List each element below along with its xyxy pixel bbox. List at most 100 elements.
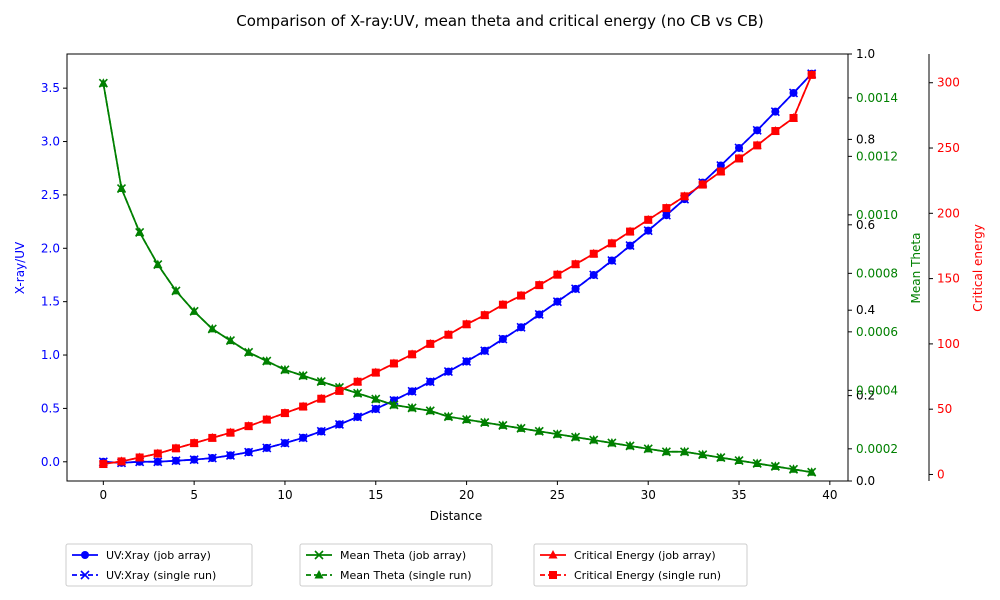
legend-box-2: Critical Energy (job array) Critical Ener… xyxy=(533,543,748,587)
y-crit-tick-label: 100 xyxy=(937,337,960,351)
legend-swatch-marker xyxy=(548,550,558,559)
data-point xyxy=(644,215,653,224)
y-theta-tick-label: 0.0010 xyxy=(856,208,898,222)
data-point xyxy=(443,367,453,377)
data-point xyxy=(661,446,671,456)
data-point xyxy=(280,409,289,418)
data-point xyxy=(462,414,472,424)
data-point xyxy=(244,447,254,457)
series-line xyxy=(103,73,813,464)
data-point xyxy=(734,143,744,153)
data-point xyxy=(734,455,744,465)
data-point xyxy=(462,356,472,367)
data-point xyxy=(426,339,435,348)
y-plain-tick-label: 0.0 xyxy=(856,474,875,488)
data-point xyxy=(516,423,526,432)
data-point xyxy=(371,404,381,414)
data-point xyxy=(789,464,799,473)
legend-entry: UV:Xray (job array) xyxy=(106,549,211,562)
data-point xyxy=(571,432,581,441)
y-left-tick-label: 1.5 xyxy=(41,295,60,309)
data-point xyxy=(770,107,780,117)
data-point xyxy=(752,458,762,467)
y-axis-xray-uv: 0.0 0.5 1.0 1.5 2.0 2.5 3.0 3.5 xyxy=(41,81,67,469)
y-crit-tick-label: 200 xyxy=(937,206,960,220)
data-point xyxy=(480,346,490,356)
data-point xyxy=(171,456,181,466)
data-point xyxy=(262,443,272,453)
y-crit-tick-label: 0 xyxy=(937,467,945,481)
series-4 xyxy=(98,69,817,468)
data-point xyxy=(607,239,616,248)
data-point xyxy=(626,227,635,236)
y-crit-tick-label: 300 xyxy=(937,76,960,90)
data-point xyxy=(643,226,653,236)
data-point xyxy=(589,249,598,258)
x-tick-label: 30 xyxy=(641,488,656,502)
y-plain-tick-label: 0.8 xyxy=(856,132,875,146)
x-tick-label: 0 xyxy=(100,488,108,502)
y-left-tick-label: 0.0 xyxy=(41,455,60,469)
legend-swatch-marker xyxy=(314,570,324,579)
data-point xyxy=(189,306,199,315)
y-left-tick-label: 2.0 xyxy=(41,241,60,255)
data-point xyxy=(770,461,780,470)
data-point xyxy=(335,386,344,395)
data-point xyxy=(244,422,253,431)
data-point xyxy=(207,453,217,463)
data-point xyxy=(353,377,362,386)
data-point xyxy=(571,260,580,269)
series-0 xyxy=(99,69,816,467)
legend-box-0: UV:Xray (job array) UV:Xray (single run) xyxy=(65,543,253,587)
y-theta-tick-label: 0.0004 xyxy=(856,383,898,397)
data-point xyxy=(589,435,599,444)
series-3 xyxy=(98,78,817,476)
x-tick-label: 5 xyxy=(190,488,198,502)
series-line xyxy=(103,73,813,464)
data-point xyxy=(607,437,617,447)
legend-box-1: Mean Theta (job array) Mean Theta (single… xyxy=(299,543,493,587)
data-point xyxy=(589,270,599,280)
legend-entry: Critical Energy (single run) xyxy=(574,569,721,582)
y-theta-tick-label: 0.0002 xyxy=(856,442,898,456)
legend-frame xyxy=(65,543,253,587)
data-point xyxy=(316,376,326,386)
data-point xyxy=(735,154,744,163)
data-point xyxy=(498,300,507,309)
data-point xyxy=(225,450,236,460)
data-point xyxy=(153,259,163,269)
data-point xyxy=(408,350,417,359)
y-axis-label-critical-energy: Critical energy xyxy=(971,224,985,312)
y-theta-tick-label: 0.0014 xyxy=(856,91,898,105)
legend-swatch-marker xyxy=(549,571,557,579)
legend-entry: Mean Theta (single run) xyxy=(340,569,472,582)
legend-entry: Critical Energy (job array) xyxy=(574,549,716,562)
y-left-tick-label: 2.5 xyxy=(41,188,60,202)
data-point xyxy=(353,388,363,397)
y-theta-tick-label: 0.0006 xyxy=(856,325,898,339)
data-point xyxy=(117,457,126,466)
data-point xyxy=(98,78,108,87)
legend-swatch-marker xyxy=(80,570,90,580)
data-point xyxy=(171,444,180,453)
series-line xyxy=(103,74,813,465)
series-layer xyxy=(98,69,817,477)
x-tick-label: 40 xyxy=(822,488,837,502)
data-point xyxy=(407,386,417,396)
legend-entry: UV:Xray (single run) xyxy=(106,569,216,582)
data-point xyxy=(607,255,617,266)
data-point xyxy=(444,330,453,339)
data-point xyxy=(334,419,345,429)
series-line xyxy=(103,74,813,465)
y-plain-tick-label: 0.2 xyxy=(856,389,875,403)
y-left-tick-label: 0.5 xyxy=(41,401,60,415)
data-point xyxy=(643,443,653,453)
y-axis-label-xray-uv: X-ray/UV xyxy=(13,241,27,294)
y-axis-label-mean-theta: Mean Theta xyxy=(909,233,923,304)
data-point xyxy=(534,426,544,435)
data-point xyxy=(553,270,562,279)
data-point xyxy=(625,241,635,251)
x-axis-label: Distance xyxy=(430,509,482,523)
x-tick-label: 35 xyxy=(731,488,746,502)
data-point xyxy=(225,335,235,345)
